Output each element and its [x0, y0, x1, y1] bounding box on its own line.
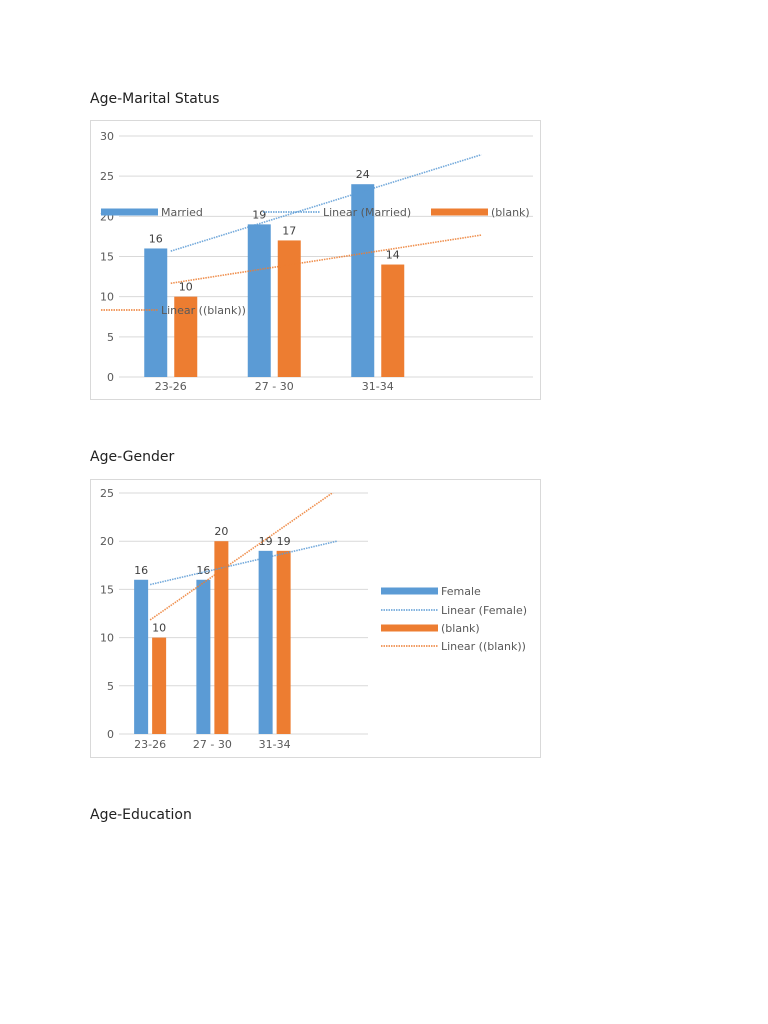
data-label: 19: [259, 535, 273, 548]
data-label: 24: [356, 168, 370, 181]
bar-blank: [174, 296, 198, 377]
legend-swatch: [381, 587, 438, 595]
bar-married: [247, 224, 271, 377]
x-tick-label: 31-34: [362, 380, 394, 393]
trendline: [170, 153, 482, 252]
y-tick-label: 25: [100, 487, 114, 500]
bar-female: [196, 579, 211, 734]
y-tick-label: 0: [107, 371, 114, 384]
data-label: 16: [134, 564, 148, 577]
bar-blank: [152, 637, 167, 734]
legend-swatch: [381, 624, 438, 632]
y-tick-label: 5: [107, 331, 114, 344]
legend-label: Linear (Female): [441, 604, 527, 617]
legend-label: Married: [161, 206, 203, 219]
chart-svg: 0 5 10 15 20 25 23-26 27 - 30 31-34 16 16 19 10 20 19 F…: [100, 487, 527, 751]
data-label: 19: [277, 535, 291, 548]
legend-label: (blank): [491, 206, 530, 219]
y-tick-label: 15: [100, 251, 114, 264]
bar-female: [258, 550, 273, 734]
y-tick-label: 10: [100, 291, 114, 304]
data-label: 16: [196, 564, 210, 577]
x-tick-label: 31-34: [259, 738, 291, 751]
chart-age-gender: 0 5 10 15 20 25 23-26 27 - 30 31-34 16 16 19 10 20 19 F…: [90, 479, 541, 758]
legend-label: (blank): [441, 622, 480, 635]
x-tick-label: 27 - 30: [255, 380, 294, 393]
y-tick-label: 20: [100, 535, 114, 548]
bar-blank: [277, 240, 301, 377]
legend-swatch: [431, 208, 488, 216]
data-label: 17: [282, 224, 296, 237]
y-tick-label: 10: [100, 632, 114, 645]
y-tick-label: 30: [100, 130, 114, 143]
x-tick-label: 27 - 30: [193, 738, 232, 751]
bar-blank: [214, 541, 229, 734]
bar-married: [351, 184, 375, 377]
x-tick-label: 23-26: [155, 380, 187, 393]
data-label: 10: [152, 622, 166, 635]
data-label: 16: [149, 232, 163, 245]
heading-age-gender: Age-Gender: [90, 449, 175, 465]
data-label: 19: [252, 208, 266, 221]
bar-married: [144, 248, 168, 377]
legend-label: Linear ((blank)): [441, 640, 526, 653]
data-label: 14: [386, 249, 400, 262]
heading-age-marital-status: Age-Marital Status: [90, 91, 220, 107]
trendline: [170, 234, 482, 285]
y-tick-label: 0: [107, 728, 114, 741]
chart-age-marital-status: 0 5 10 15 20 25 30 23-26 27 - 30 31-34 16 19 24 10 17 1…: [90, 120, 541, 400]
bar-blank: [276, 550, 291, 734]
bar-female: [134, 579, 149, 734]
y-tick-label: 5: [107, 680, 114, 693]
data-label: 20: [214, 525, 228, 538]
y-tick-label: 15: [100, 583, 114, 596]
legend-label: Female: [441, 585, 481, 598]
trendline: [149, 493, 334, 621]
x-tick-label: 23-26: [134, 738, 166, 751]
legend-swatch: [101, 208, 158, 216]
legend-label: Linear (Married): [323, 206, 411, 219]
data-label: 10: [179, 281, 193, 294]
y-tick-label: 25: [100, 170, 114, 183]
bar-blank: [381, 264, 405, 377]
heading-age-education: Age-Education: [90, 807, 192, 823]
trendline: [149, 540, 338, 586]
legend-label: Linear ((blank)): [161, 304, 246, 317]
